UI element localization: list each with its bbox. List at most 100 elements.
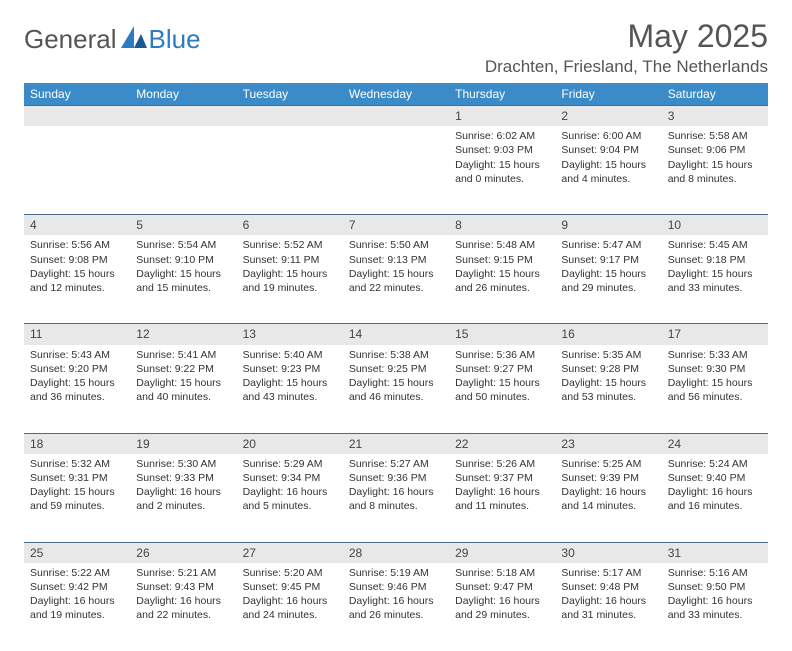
day-cell: Sunrise: 5:36 AMSunset: 9:27 PMDaylight:…: [449, 345, 555, 433]
logo-text-1: General: [24, 24, 117, 55]
day-cell: Sunrise: 5:45 AMSunset: 9:18 PMDaylight:…: [662, 235, 768, 323]
logo: General Blue: [24, 18, 201, 55]
daylight-line: Daylight: 15 hours and 53 minutes.: [561, 376, 655, 404]
day-number: 10: [662, 214, 768, 235]
sunset-line: Sunset: 9:28 PM: [561, 362, 655, 376]
day-cell: Sunrise: 5:56 AMSunset: 9:08 PMDaylight:…: [24, 235, 130, 323]
day-number-empty: [343, 105, 449, 126]
sunset-line: Sunset: 9:33 PM: [136, 471, 230, 485]
sunset-line: Sunset: 9:18 PM: [668, 253, 762, 267]
daylight-line: Daylight: 16 hours and 8 minutes.: [349, 485, 443, 513]
daylight-line: Daylight: 15 hours and 50 minutes.: [455, 376, 549, 404]
week-daynum-row: 18192021222324: [24, 433, 768, 454]
daylight-line: Daylight: 16 hours and 2 minutes.: [136, 485, 230, 513]
day-number: 26: [130, 542, 236, 563]
sunset-line: Sunset: 9:34 PM: [243, 471, 337, 485]
day-number: 18: [24, 433, 130, 454]
week-data-row: Sunrise: 5:22 AMSunset: 9:42 PMDaylight:…: [24, 563, 768, 651]
week-data-row: Sunrise: 5:32 AMSunset: 9:31 PMDaylight:…: [24, 454, 768, 542]
day-cell: Sunrise: 5:43 AMSunset: 9:20 PMDaylight:…: [24, 345, 130, 433]
sunset-line: Sunset: 9:06 PM: [668, 143, 762, 157]
daylight-line: Daylight: 16 hours and 14 minutes.: [561, 485, 655, 513]
sunrise-line: Sunrise: 5:47 AM: [561, 238, 655, 252]
week-data-row: Sunrise: 6:02 AMSunset: 9:03 PMDaylight:…: [24, 126, 768, 214]
sunrise-line: Sunrise: 5:36 AM: [455, 348, 549, 362]
sunset-line: Sunset: 9:43 PM: [136, 580, 230, 594]
day-cell: Sunrise: 6:00 AMSunset: 9:04 PMDaylight:…: [555, 126, 661, 214]
day-cell: Sunrise: 5:25 AMSunset: 9:39 PMDaylight:…: [555, 454, 661, 542]
day-data: Sunrise: 5:48 AMSunset: 9:15 PMDaylight:…: [449, 235, 555, 301]
day-number-empty: [237, 105, 343, 126]
day-number: 16: [555, 323, 661, 344]
daylight-line: Daylight: 15 hours and 12 minutes.: [30, 267, 124, 295]
weekday-header: Wednesday: [343, 83, 449, 105]
sunrise-line: Sunrise: 5:58 AM: [668, 129, 762, 143]
sunrise-line: Sunrise: 5:26 AM: [455, 457, 549, 471]
day-cell: Sunrise: 5:52 AMSunset: 9:11 PMDaylight:…: [237, 235, 343, 323]
sunrise-line: Sunrise: 5:33 AM: [668, 348, 762, 362]
day-number: 21: [343, 433, 449, 454]
sunset-line: Sunset: 9:23 PM: [243, 362, 337, 376]
day-data: Sunrise: 5:38 AMSunset: 9:25 PMDaylight:…: [343, 345, 449, 411]
day-data: Sunrise: 5:25 AMSunset: 9:39 PMDaylight:…: [555, 454, 661, 520]
sunrise-line: Sunrise: 5:45 AM: [668, 238, 762, 252]
week-daynum-row: 123: [24, 105, 768, 126]
day-number: 15: [449, 323, 555, 344]
day-cell: Sunrise: 5:17 AMSunset: 9:48 PMDaylight:…: [555, 563, 661, 651]
daylight-line: Daylight: 15 hours and 29 minutes.: [561, 267, 655, 295]
sunset-line: Sunset: 9:36 PM: [349, 471, 443, 485]
day-data: Sunrise: 5:50 AMSunset: 9:13 PMDaylight:…: [343, 235, 449, 301]
day-data: Sunrise: 5:54 AMSunset: 9:10 PMDaylight:…: [130, 235, 236, 301]
logo-text-2: Blue: [149, 24, 201, 55]
sunrise-line: Sunrise: 5:40 AM: [243, 348, 337, 362]
weekday-header: Friday: [555, 83, 661, 105]
day-data: Sunrise: 5:45 AMSunset: 9:18 PMDaylight:…: [662, 235, 768, 301]
sunrise-line: Sunrise: 6:00 AM: [561, 129, 655, 143]
day-data: Sunrise: 5:19 AMSunset: 9:46 PMDaylight:…: [343, 563, 449, 629]
sunrise-line: Sunrise: 5:18 AM: [455, 566, 549, 580]
day-cell: Sunrise: 5:54 AMSunset: 9:10 PMDaylight:…: [130, 235, 236, 323]
daylight-line: Daylight: 16 hours and 5 minutes.: [243, 485, 337, 513]
sunrise-line: Sunrise: 5:16 AM: [668, 566, 762, 580]
header: General Blue May 2025 Drachten, Frieslan…: [24, 18, 768, 77]
sunrise-line: Sunrise: 5:52 AM: [243, 238, 337, 252]
day-number: 24: [662, 433, 768, 454]
sunset-line: Sunset: 9:25 PM: [349, 362, 443, 376]
day-number: 6: [237, 214, 343, 235]
day-number: 28: [343, 542, 449, 563]
day-data: Sunrise: 5:22 AMSunset: 9:42 PMDaylight:…: [24, 563, 130, 629]
day-cell: Sunrise: 5:40 AMSunset: 9:23 PMDaylight:…: [237, 345, 343, 433]
sunrise-line: Sunrise: 5:27 AM: [349, 457, 443, 471]
day-data: Sunrise: 5:18 AMSunset: 9:47 PMDaylight:…: [449, 563, 555, 629]
sunset-line: Sunset: 9:39 PM: [561, 471, 655, 485]
sunset-line: Sunset: 9:42 PM: [30, 580, 124, 594]
sunrise-line: Sunrise: 5:50 AM: [349, 238, 443, 252]
day-number: 1: [449, 105, 555, 126]
daylight-line: Daylight: 16 hours and 31 minutes.: [561, 594, 655, 622]
calendar-table: SundayMondayTuesdayWednesdayThursdayFrid…: [24, 83, 768, 651]
daylight-line: Daylight: 15 hours and 22 minutes.: [349, 267, 443, 295]
day-data: Sunrise: 5:21 AMSunset: 9:43 PMDaylight:…: [130, 563, 236, 629]
sunset-line: Sunset: 9:13 PM: [349, 253, 443, 267]
day-data: Sunrise: 5:29 AMSunset: 9:34 PMDaylight:…: [237, 454, 343, 520]
daylight-line: Daylight: 15 hours and 8 minutes.: [668, 158, 762, 186]
daylight-line: Daylight: 16 hours and 33 minutes.: [668, 594, 762, 622]
day-cell: Sunrise: 5:20 AMSunset: 9:45 PMDaylight:…: [237, 563, 343, 651]
daylight-line: Daylight: 15 hours and 15 minutes.: [136, 267, 230, 295]
sunset-line: Sunset: 9:46 PM: [349, 580, 443, 594]
daylight-line: Daylight: 16 hours and 19 minutes.: [30, 594, 124, 622]
daylight-line: Daylight: 15 hours and 26 minutes.: [455, 267, 549, 295]
weekday-header: Saturday: [662, 83, 768, 105]
weekday-header: Sunday: [24, 83, 130, 105]
day-data: Sunrise: 5:58 AMSunset: 9:06 PMDaylight:…: [662, 126, 768, 192]
sunrise-line: Sunrise: 5:17 AM: [561, 566, 655, 580]
day-number: 31: [662, 542, 768, 563]
title-block: May 2025 Drachten, Friesland, The Nether…: [485, 18, 768, 77]
sunset-line: Sunset: 9:37 PM: [455, 471, 549, 485]
sunset-line: Sunset: 9:15 PM: [455, 253, 549, 267]
daylight-line: Daylight: 15 hours and 40 minutes.: [136, 376, 230, 404]
day-data: Sunrise: 6:02 AMSunset: 9:03 PMDaylight:…: [449, 126, 555, 192]
daylight-line: Daylight: 16 hours and 16 minutes.: [668, 485, 762, 513]
sunrise-line: Sunrise: 5:24 AM: [668, 457, 762, 471]
logo-mark-icon: [121, 24, 147, 55]
